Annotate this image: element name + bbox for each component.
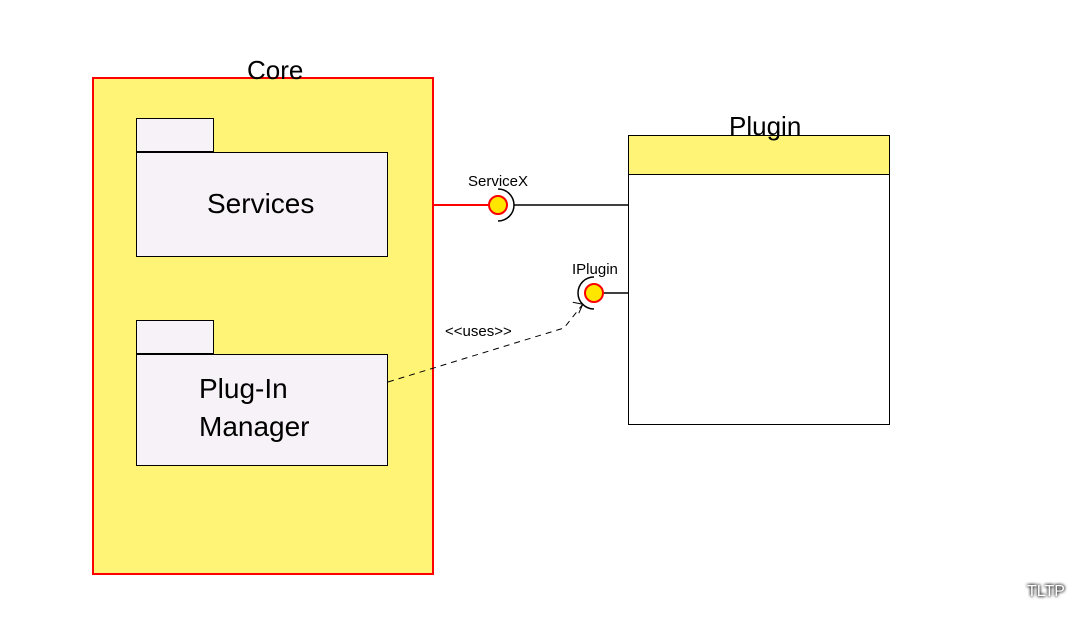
- watermark: TLTP: [1000, 580, 1065, 604]
- plugin-manager-package: Plug-In Manager: [136, 354, 388, 466]
- plugin-manager-label-line1: Plug-In: [199, 373, 288, 405]
- services-package: Services: [136, 152, 388, 257]
- core-component-label: Core: [247, 55, 303, 86]
- uses-arrowhead: [573, 302, 583, 313]
- wechat-icon: [1000, 580, 1024, 604]
- servicex-interface-icon: [488, 195, 508, 215]
- iplugin-interface-icon: [584, 283, 604, 303]
- plugin-class-label: Plugin: [729, 111, 801, 142]
- uses-stereotype-label: <<uses>>: [445, 323, 512, 340]
- watermark-text: TLTP: [1027, 583, 1065, 601]
- plugin-class-body: [628, 175, 890, 425]
- services-package-tab: [136, 118, 214, 152]
- plugin-manager-package-tab: [136, 320, 214, 354]
- iplugin-label: IPlugin: [572, 261, 618, 278]
- services-label: Services: [207, 188, 314, 220]
- servicex-label: ServiceX: [468, 173, 528, 190]
- plugin-manager-label-line2: Manager: [199, 411, 310, 443]
- diagram-canvas: Core Services Plug-In Manager Plugin Ser…: [0, 0, 1080, 623]
